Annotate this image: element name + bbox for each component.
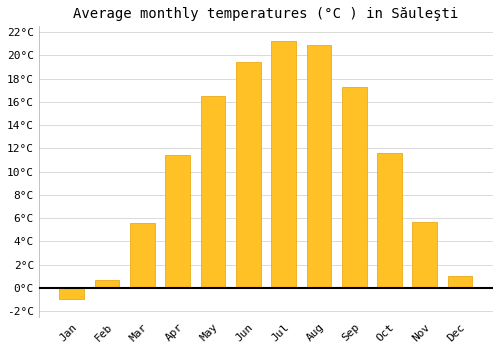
Bar [412,222,437,288]
Bar [342,87,366,288]
Bar [377,153,402,288]
Bar [306,45,331,288]
Bar [200,96,226,288]
Bar [130,223,155,288]
Bar [448,276,472,288]
Bar [60,288,84,299]
Bar [94,280,120,288]
Title: Average monthly temperatures (°C ) in Săuleşti: Average monthly temperatures (°C ) in Să… [74,7,458,21]
Bar [271,41,296,288]
Bar [166,155,190,288]
Bar [236,62,260,288]
